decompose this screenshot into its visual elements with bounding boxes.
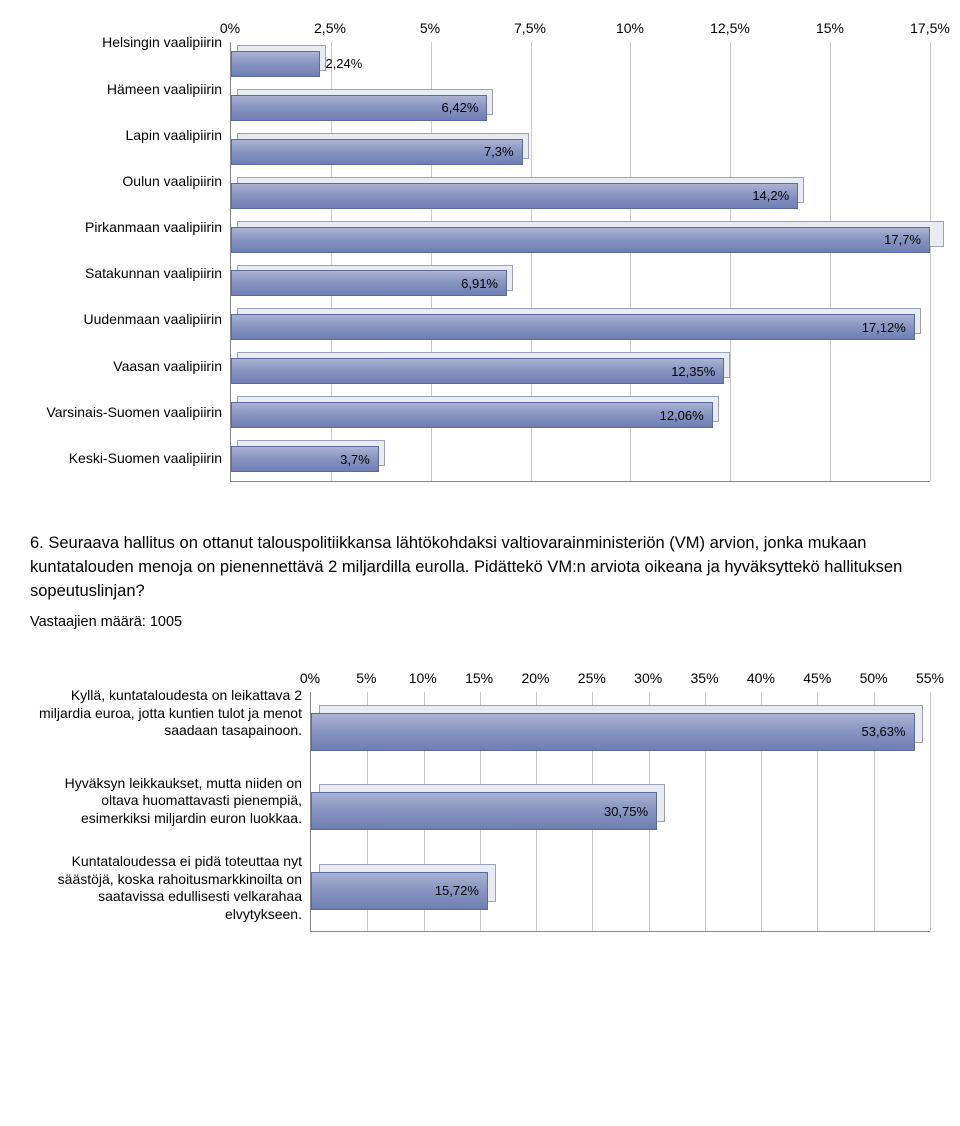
x-tick-label: 10% xyxy=(616,20,644,36)
x-tick-label: 0% xyxy=(220,20,240,36)
bar-value-label: 12,06% xyxy=(660,408,704,423)
bar-value-label: 2,24% xyxy=(325,56,362,71)
bar: 15,72% xyxy=(311,872,488,910)
bar-value-label: 17,12% xyxy=(862,320,906,335)
bar-value-label: 6,91% xyxy=(461,276,498,291)
x-tick-label: 20% xyxy=(521,670,549,686)
question-number: 6. xyxy=(30,534,44,552)
x-tick-label: 0% xyxy=(300,670,320,686)
chart1-plot-wrap: 0%2,5%5%7,5%10%12,5%15%17,5% 2,24%6,42%7… xyxy=(230,20,930,482)
bar-row: 17,7% xyxy=(231,218,930,262)
x-tick-label: 7,5% xyxy=(514,20,546,36)
x-tick-label: 5% xyxy=(420,20,440,36)
category-label: Vaasan vaalipiirin xyxy=(30,344,222,388)
bar: 3,7% xyxy=(231,446,379,472)
x-tick-label: 2,5% xyxy=(314,20,346,36)
bar-row: 3,7% xyxy=(231,437,930,481)
category-label: Kyllä, kuntataloudesta on leikattava 2 m… xyxy=(30,673,302,753)
bar: 53,63% xyxy=(311,713,915,751)
bar-value-label: 7,3% xyxy=(484,144,514,159)
category-label: Lapin vaalipiirin xyxy=(30,113,222,157)
chart2-y-labels: Kyllä, kuntataloudesta on leikattava 2 m… xyxy=(30,670,310,932)
bar-row: 12,35% xyxy=(231,349,930,393)
chart-kysymys6: Kyllä, kuntataloudesta on leikattava 2 m… xyxy=(30,670,930,932)
bar-value-label: 3,7% xyxy=(340,452,370,467)
gridline xyxy=(930,42,931,481)
chart2-x-axis: 0%5%10%15%20%25%30%35%40%45%50%55% xyxy=(310,670,930,692)
bar: 2,24% xyxy=(231,51,320,77)
x-tick-label: 40% xyxy=(747,670,775,686)
bar-row: 2,24% xyxy=(231,42,930,86)
respondent-count: Vastaajien määrä: 1005 xyxy=(30,614,930,630)
bar: 12,06% xyxy=(231,402,713,428)
question-text: 6. Seuraava hallitus on ottanut talouspo… xyxy=(30,532,930,604)
chart2-plot-wrap: 0%5%10%15%20%25%30%35%40%45%50%55% 53,63… xyxy=(310,670,930,932)
bar-value-label: 30,75% xyxy=(604,804,648,819)
bar-value-label: 12,35% xyxy=(671,364,715,379)
bar-row: 14,2% xyxy=(231,174,930,218)
x-tick-label: 5% xyxy=(356,670,376,686)
bar: 12,35% xyxy=(231,358,724,384)
chart1-y-labels: Helsingin vaalipiirinHämeen vaalipiirinL… xyxy=(30,20,230,482)
x-tick-label: 55% xyxy=(916,670,944,686)
category-label: Varsinais-Suomen vaalipiirin xyxy=(30,391,222,435)
bar-value-label: 6,42% xyxy=(442,100,479,115)
category-label: Hämeen vaalipiirin xyxy=(30,67,222,111)
category-label: Kuntataloudessa ei pidä toteuttaa nyt sä… xyxy=(30,848,302,928)
category-label: Helsingin vaalipiirin xyxy=(30,21,222,65)
category-label: Uudenmaan vaalipiirin xyxy=(30,298,222,342)
chart2-bars: 53,63% 30,75% 15,72% xyxy=(311,692,930,931)
x-tick-label: 15% xyxy=(816,20,844,36)
x-tick-label: 25% xyxy=(578,670,606,686)
bar: 30,75% xyxy=(311,792,657,830)
bar-row: 30,75% xyxy=(311,771,930,851)
category-label: Keski-Suomen vaalipiirin xyxy=(30,437,222,481)
bar: 14,2% xyxy=(231,183,798,209)
chart1-bars: 2,24% 6,42% 7,3% 14,2% 17,7% 6,91% 17,12% 12,35… xyxy=(231,42,930,481)
bar-row: 15,72% xyxy=(311,851,930,931)
chart1-plot: 2,24% 6,42% 7,3% 14,2% 17,7% 6,91% 17,12% 12,35… xyxy=(230,42,930,482)
chart1-x-axis: 0%2,5%5%7,5%10%12,5%15%17,5% xyxy=(230,20,930,42)
bar: 6,91% xyxy=(231,270,507,296)
gridline xyxy=(930,692,931,931)
x-tick-label: 45% xyxy=(803,670,831,686)
meta-label: Vastaajien määrä: xyxy=(30,614,146,630)
bar: 6,42% xyxy=(231,95,487,121)
bar-row: 6,91% xyxy=(231,262,930,306)
chart2-plot: 53,63% 30,75% 15,72% xyxy=(310,692,930,932)
bar: 7,3% xyxy=(231,139,523,165)
bar-value-label: 53,63% xyxy=(861,724,905,739)
category-label: Oulun vaalipiirin xyxy=(30,160,222,204)
bar-row: 7,3% xyxy=(231,130,930,174)
bar-value-label: 15,72% xyxy=(435,883,479,898)
chart-vaalipiirit: Helsingin vaalipiirinHämeen vaalipiirinL… xyxy=(30,20,930,482)
bar-value-label: 17,7% xyxy=(884,232,921,247)
category-label: Hyväksyn leikkaukset, mutta niiden on ol… xyxy=(30,761,302,841)
bar-row: 17,12% xyxy=(231,305,930,349)
x-tick-label: 12,5% xyxy=(710,20,750,36)
bar: 17,12% xyxy=(231,314,915,340)
meta-value: 1005 xyxy=(150,614,182,630)
x-tick-label: 50% xyxy=(860,670,888,686)
bar-row: 53,63% xyxy=(311,692,930,772)
x-tick-label: 15% xyxy=(465,670,493,686)
x-tick-label: 10% xyxy=(409,670,437,686)
category-label: Satakunnan vaalipiirin xyxy=(30,252,222,296)
bar-value-label: 14,2% xyxy=(752,188,789,203)
bar: 17,7% xyxy=(231,227,930,253)
bar-row: 12,06% xyxy=(231,393,930,437)
bar-row: 6,42% xyxy=(231,86,930,130)
x-tick-label: 35% xyxy=(691,670,719,686)
x-tick-label: 30% xyxy=(634,670,662,686)
question-body: Seuraava hallitus on ottanut talouspolit… xyxy=(30,534,902,600)
x-tick-label: 17,5% xyxy=(910,20,950,36)
category-label: Pirkanmaan vaalipiirin xyxy=(30,206,222,250)
